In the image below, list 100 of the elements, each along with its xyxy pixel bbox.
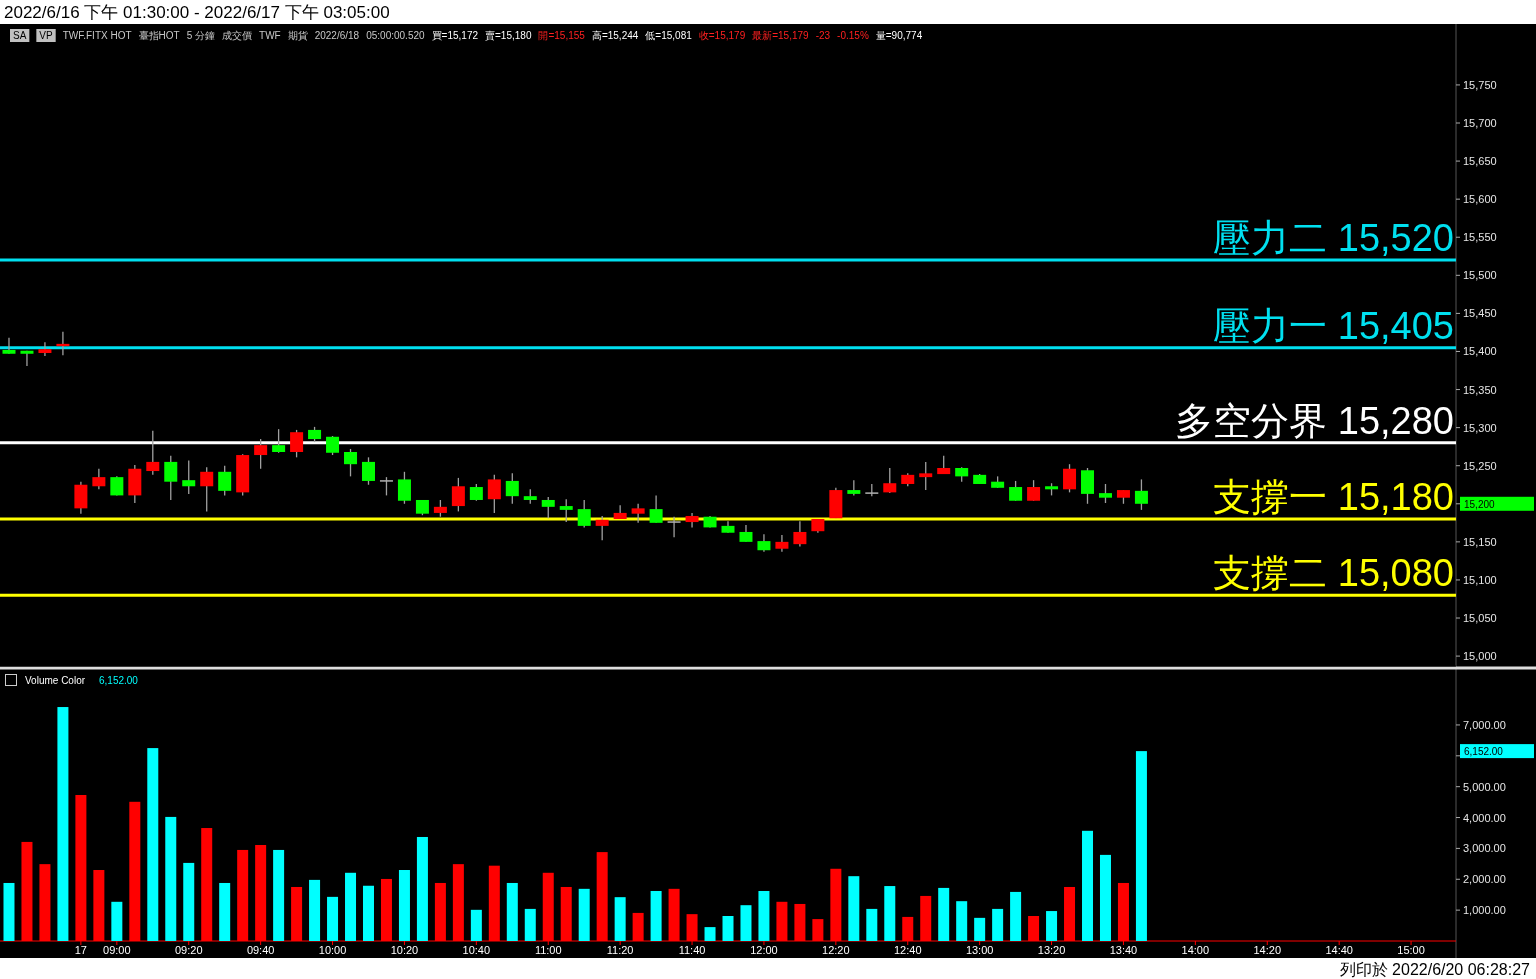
x-tick-label: 12:20 [822,944,850,956]
y-tick-label: 15,250 [1463,459,1497,472]
bar [398,870,410,941]
annotation: -23 [815,30,831,41]
bar [147,748,159,941]
y-tick-label: 15,550 [1463,231,1497,244]
candlestick [649,494,663,524]
y-tick-label: 15,700 [1463,117,1497,129]
candlestick [1081,467,1095,505]
y-tick-label: 15,500 [1463,269,1497,282]
x-tick-label: 15:00 [1397,944,1425,956]
bar [578,888,590,941]
candlestick [92,468,106,490]
annotation: 高=15,244 [591,30,639,41]
annotation: 收=15,179 [698,30,746,41]
annotation: 開=15,155 [538,30,586,41]
annotation: 量=90,774 [875,30,923,41]
bar [362,885,374,941]
x-tick-label: 09:20 [174,944,203,956]
bar [470,909,482,941]
annotation: 05:00:00.520 [366,30,426,41]
candlestick [2,337,16,355]
x-tick-label: 09:40 [246,944,275,956]
bar [524,908,536,941]
x-tick-label: 13:40 [1109,944,1138,956]
y-tick-label: 15,100 [1463,573,1497,586]
candlestick [74,481,88,515]
x-tick-label: 10:40 [462,944,491,956]
candlestick [254,438,268,470]
candlestick [595,515,609,541]
candlestick [775,534,789,553]
candlestick [919,461,933,491]
bar [57,707,69,941]
candlestick [200,466,214,513]
ref-line-label: 多空分界 15,280 [1175,399,1454,442]
candlestick [577,499,591,529]
bar [3,882,15,941]
ref-line-label: 支撐一 15,180 [1213,476,1454,519]
candlestick [1098,483,1112,504]
x-tick-label: 11:40 [678,944,706,956]
bar [1099,854,1111,941]
candlestick [1009,480,1023,502]
y-tick-label: 4,000.00 [1463,811,1506,824]
annotation: 期貨 [287,30,308,41]
candlestick [1134,478,1148,511]
bar [992,908,1004,941]
bar [273,849,285,941]
y-tick-label: 1,000.00 [1463,904,1506,917]
x-tick-label: 12:40 [893,944,922,956]
x-tick-label: 11:20 [606,944,634,956]
y-tick-label: 5,000.00 [1463,780,1506,793]
annotation: 賣=15,180 [485,30,532,41]
candlestick [272,428,286,454]
bar [506,882,518,941]
candlestick [182,459,196,495]
x-tick-label: 17 [74,944,88,956]
x-tick-label: 11:00 [534,944,562,956]
candlestick [1027,479,1041,502]
bar [345,872,357,941]
annotation: 6,152.00 [99,675,139,686]
candlestick [20,350,34,367]
y-tick-label: 15,350 [1463,383,1497,396]
bar [938,887,950,941]
candlestick [451,477,465,513]
x-tick-label: 14:40 [1325,944,1353,956]
annotation: 2022/6/18 [314,30,360,41]
candlestick [631,503,645,524]
candlestick [326,435,340,456]
annotation: 成交價 [222,30,253,41]
bar [165,816,177,941]
bar [848,876,860,941]
candlestick [1063,463,1077,494]
bar [866,908,878,941]
bar [1135,751,1147,941]
bar [704,927,716,941]
bar [327,896,339,941]
bar [650,891,662,941]
candlestick [883,467,897,494]
y-tick-label: 15,750 [1463,78,1497,91]
ref-line-label: 壓力一 15,405 [1213,304,1454,347]
bar [740,905,752,941]
x-tick-label: 13:00 [965,944,994,956]
annotation: TWF.FITX HOT [62,30,132,41]
bar [884,886,896,941]
annotation: 買=15,172 [431,30,479,41]
y-tick-label: 15,600 [1463,193,1497,206]
candlestick [667,516,681,538]
text: Volume Color [25,675,86,686]
candlestick [487,474,501,514]
annotation: 最新=15,179 [752,30,810,41]
x-tick-label: 10:00 [318,944,347,956]
y-tick-label: 15,150 [1463,535,1497,548]
candlestick [146,430,160,476]
bar [309,879,321,941]
x-tick-label: 10:20 [390,944,419,956]
x-tick-label: 14:20 [1253,944,1282,956]
candlestick [541,496,555,519]
y-tick-label: 15,050 [1463,612,1497,625]
x-tick-label: 13:20 [1037,944,1066,956]
candlestick [505,472,519,505]
